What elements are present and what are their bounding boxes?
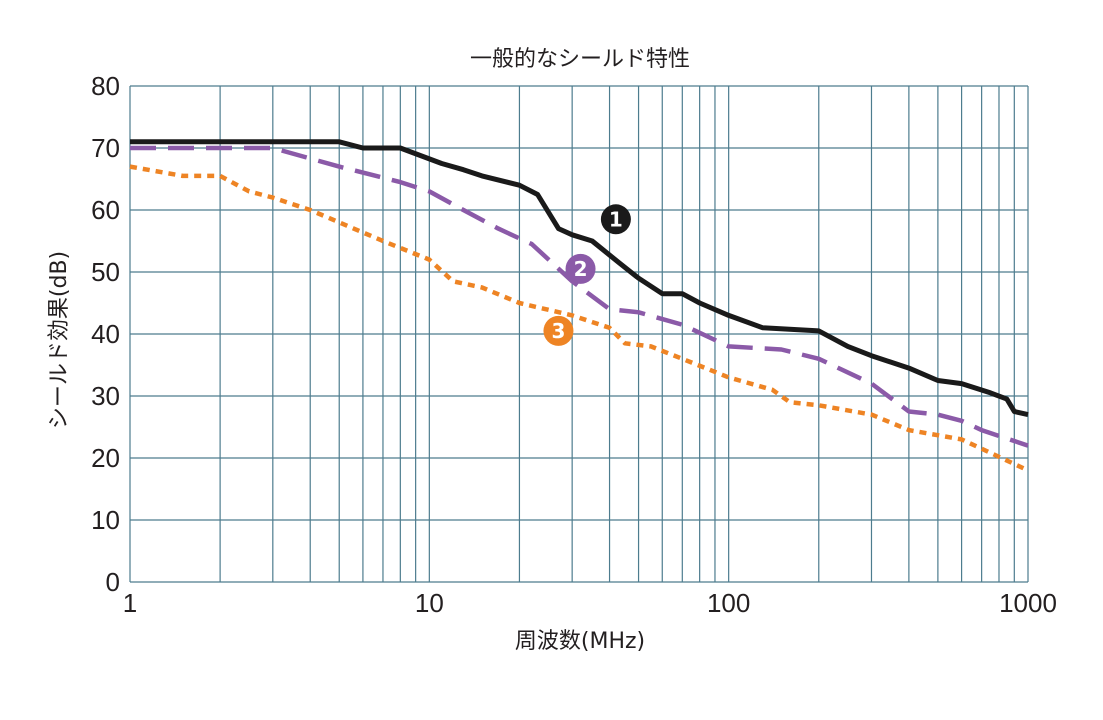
chart-title: 一般的なシールド特性	[470, 47, 690, 72]
y-tick-label: 60	[91, 195, 120, 225]
grid	[129, 85, 1029, 583]
y-axis-ticks: 0 10 20 30 40 50 60 70 80	[91, 71, 120, 597]
x-axis-ticks: 1 10 100 1000	[123, 588, 1057, 618]
series-marker-2: 2	[565, 253, 596, 284]
y-tick-label: 80	[91, 71, 120, 101]
series-markers: 1 2 3	[543, 204, 631, 346]
series-marker-number: 1	[609, 207, 623, 231]
series-layer	[129, 139, 1029, 473]
series-marker-circle	[565, 253, 596, 284]
series-marker-number: 2	[574, 257, 588, 281]
x-axis-label: 周波数(MHz)	[515, 629, 645, 654]
x-tick-label: 1000	[999, 588, 1057, 618]
series-marker-3: 3	[543, 315, 574, 346]
x-tick-label: 1	[123, 588, 137, 618]
y-tick-label: 40	[91, 319, 120, 349]
series-line-3	[129, 164, 1029, 473]
series-marker-1: 1	[600, 204, 631, 235]
y-tick-label: 30	[91, 381, 120, 411]
y-tick-label: 70	[91, 133, 120, 163]
y-tick-label: 50	[91, 257, 120, 287]
series-marker-circle	[600, 204, 631, 235]
y-tick-label: 20	[91, 443, 120, 473]
series-line-2	[130, 145, 1029, 448]
series-marker-number: 3	[551, 319, 565, 343]
y-axis-label: シールド効果(dB)	[47, 251, 72, 429]
y-tick-label: 0	[106, 567, 120, 597]
x-tick-label: 10	[415, 588, 444, 618]
series-marker-circle	[543, 315, 574, 346]
series-line-1	[130, 139, 1029, 418]
y-tick-label: 10	[91, 505, 120, 535]
x-tick-label: 100	[707, 588, 750, 618]
